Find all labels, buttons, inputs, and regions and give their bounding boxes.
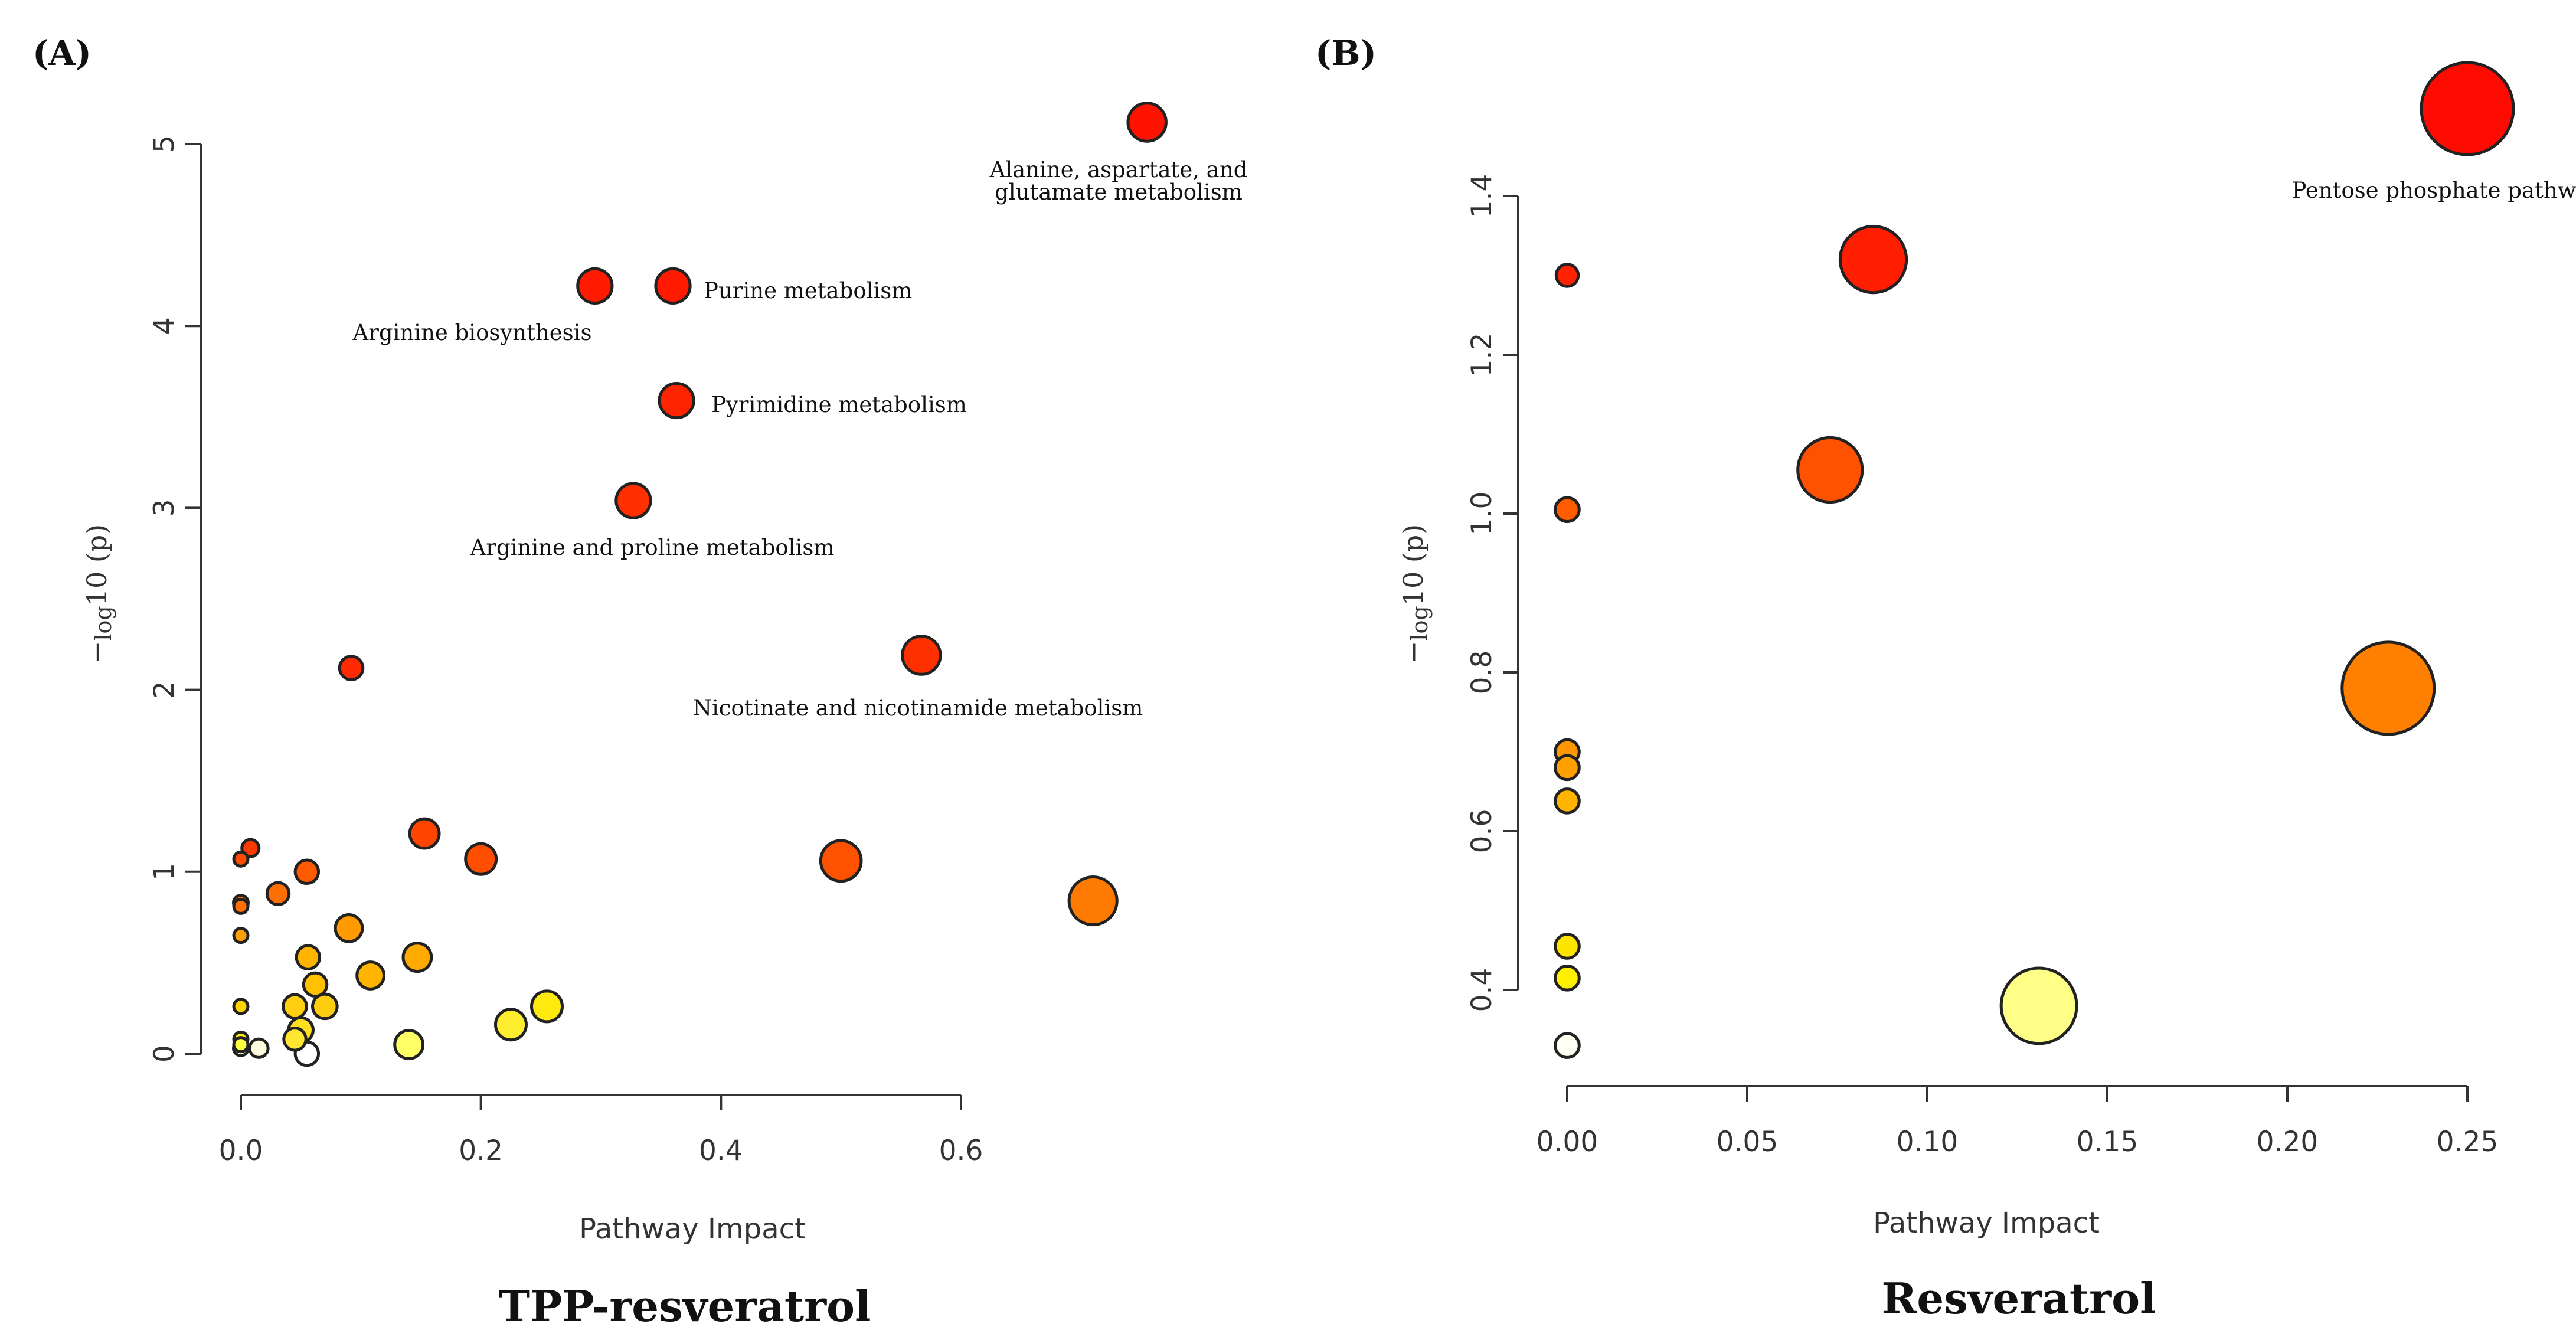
- panel-a-x-tick-label: 0.2: [459, 1135, 503, 1167]
- panel-b-bubble-7: [1554, 754, 1581, 782]
- panel-a-bubble-3: [658, 381, 695, 420]
- panel-a-bubble-10: [1067, 875, 1119, 927]
- panel-a-bubble-6: [338, 655, 365, 681]
- annotation-purine: Purine metabolism: [704, 278, 912, 303]
- panel-a-y-axis-title: −log10 (p): [81, 524, 116, 664]
- panel-a-bubble-22: [302, 971, 329, 998]
- panel-a-bubble-1: [654, 267, 692, 305]
- panel-a-bubble-13: [232, 850, 250, 868]
- panel-a-bubbles: [232, 102, 1168, 1067]
- panel-a-caption: TPP-resveratrol: [499, 1281, 871, 1331]
- panel-a-bubble-24: [282, 993, 308, 1020]
- panel-a-bubble-18: [232, 927, 250, 944]
- panel-b-y-tick-label: 0.4: [1466, 968, 1498, 1012]
- panel-a-y-tick-label: 2: [148, 681, 181, 699]
- panel-b-bubble-9: [1554, 933, 1581, 960]
- annotation-nicotinate: Nicotinate and nicotinamide metabolism: [693, 695, 1143, 721]
- panel-a-bubble-21: [355, 960, 385, 991]
- panel-a-bubble-11: [293, 858, 321, 885]
- panel-b-bubble-2: [1554, 263, 1580, 288]
- panel-b-bubble-5: [2340, 640, 2436, 736]
- panel-a-bubble-27: [494, 1008, 528, 1042]
- panel-a-bubble-25: [232, 998, 250, 1015]
- annotation-alanine-line2: glutamate metabolism: [995, 179, 1243, 205]
- panel-b-bubble-4: [1554, 496, 1581, 524]
- panel-b-x-tick-label: 0.20: [2257, 1126, 2319, 1158]
- svg-text:−log10 (p): −log10 (p): [1397, 524, 1433, 664]
- panel-a-y-tick-label: 4: [148, 317, 181, 335]
- panel-a-bubble-16: [232, 897, 250, 915]
- panel-a-bubble-29: [282, 1027, 308, 1052]
- panel-a-y-tick-label: 3: [148, 499, 181, 517]
- panel-a-label: (A): [32, 33, 91, 73]
- panel-b-bubble-10: [1554, 965, 1581, 992]
- annotation-arginine-biosynthesis: Arginine biosynthesis: [352, 320, 592, 345]
- panel-b-y-tick-label: 0.8: [1466, 651, 1498, 695]
- panel-b-y-tick-label: 0.6: [1466, 809, 1498, 854]
- panel-a-bubble-7: [408, 817, 441, 850]
- annotation-pentose-phosphate: Pentose phosphate pathway: [2292, 178, 2576, 203]
- annotation-alanine-line1: Alanine, aspartate, and: [989, 157, 1248, 182]
- panel-b-x-tick-label: 0.10: [1897, 1126, 1959, 1158]
- panel-a-bubble-34: [248, 1037, 270, 1059]
- panel-b-bubbles: [1554, 61, 2515, 1059]
- panel-b-bubble-0: [2420, 61, 2515, 156]
- panel-b-y-tick-label: 1.0: [1466, 492, 1498, 536]
- annotation-arginine-proline: Arginine and proline metabolism: [470, 535, 835, 560]
- panel-a-bubble-32: [393, 1029, 425, 1061]
- panel-b-bubble-3: [1796, 436, 1864, 504]
- panel-a-bubble-5: [901, 635, 942, 676]
- panel-b-bubble-1: [1838, 224, 1908, 295]
- panel-a-y-tick-label: 0: [148, 1045, 181, 1063]
- panel-b-chart: (B) 0.00 0.05 0.10 0.15 0.20 0.25 0.4 0.6 0.8 1.0…: [1315, 33, 2576, 1323]
- panel-a-x-tick-label: 0.6: [939, 1135, 983, 1167]
- panel-a-chart: (A) 0.0 0.2 0.4 0.6 0 1 2 3 4 5 Pathway Impact −l…: [32, 33, 1247, 1331]
- panel-b-y-tick-label: 1.4: [1466, 174, 1498, 218]
- panel-b-y-tick-label: 1.2: [1466, 333, 1498, 377]
- panel-a-bubble-14: [265, 881, 291, 907]
- panel-a-x-tick-label: 0.0: [219, 1135, 263, 1167]
- panel-b-x-tick-label: 0.05: [1717, 1126, 1779, 1158]
- panel-b-bubble-8: [1554, 787, 1581, 815]
- svg-text:−log10 (p): −log10 (p): [81, 524, 116, 664]
- panel-a-bubble-8: [464, 842, 498, 876]
- panel-b-bubble-12: [1554, 1032, 1581, 1059]
- panel-a-bubble-19: [295, 944, 322, 970]
- panel-a-axes: 0.0 0.2 0.4 0.6 0 1 2 3 4 5: [148, 135, 983, 1167]
- panel-a-y-tick-label: 5: [148, 135, 181, 153]
- panel-a-bubble-20: [401, 942, 433, 973]
- panel-a-bubble-23: [311, 992, 339, 1021]
- panel-a-y-tick-label: 1: [148, 863, 181, 881]
- panel-b-label: (B): [1315, 33, 1377, 73]
- panel-b-x-tick-label: 0.25: [2437, 1126, 2499, 1158]
- panel-b-bubble-11: [1999, 966, 2078, 1045]
- panel-a-bubble-26: [530, 989, 564, 1024]
- panel-a-bubble-0: [1126, 102, 1168, 143]
- panel-b-x-tick-label: 0.15: [2077, 1126, 2139, 1158]
- panel-b-caption: Resveratrol: [1882, 1273, 2156, 1323]
- panel-a-bubble-9: [819, 839, 863, 883]
- panel-b-x-tick-label: 0.00: [1537, 1126, 1598, 1158]
- panel-b-y-axis-title: −log10 (p): [1397, 524, 1433, 664]
- panel-a-x-axis-title: Pathway Impact: [579, 1212, 806, 1246]
- panel-b-x-axis-title: Pathway Impact: [1873, 1207, 2100, 1240]
- panel-a-bubble-31: [232, 1036, 250, 1054]
- panel-a-x-tick-label: 0.4: [699, 1135, 743, 1167]
- panel-a-bubble-17: [334, 913, 364, 943]
- panel-b-axes: 0.00 0.05 0.10 0.15 0.20 0.25 0.4 0.6 0.8 1.0 1.2 1…: [1466, 174, 2498, 1158]
- panel-a-bubble-4: [614, 482, 652, 519]
- annotation-pyrimidine: Pyrimidine metabolism: [711, 392, 967, 417]
- panel-a-bubble-2: [576, 267, 614, 305]
